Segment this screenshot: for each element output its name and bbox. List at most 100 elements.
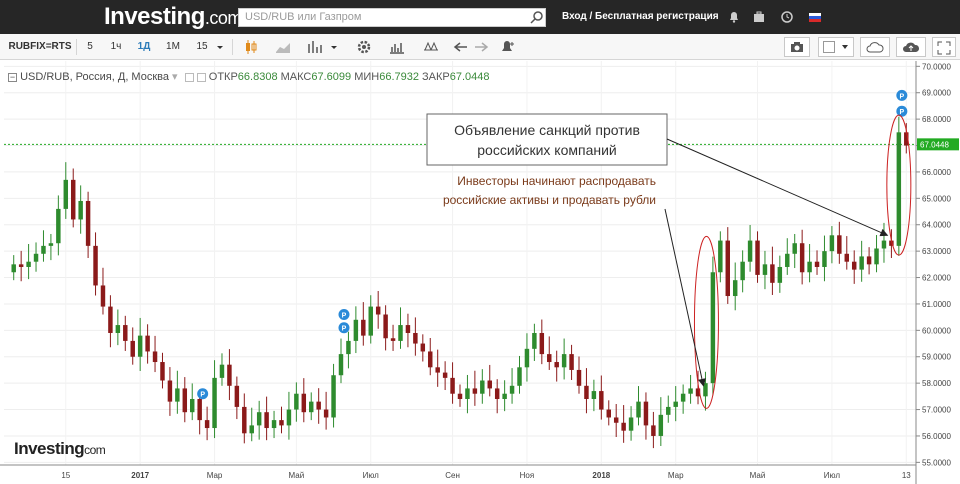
legend-dropdown-icon[interactable]: ▾	[172, 71, 178, 83]
screenshot-button[interactable]	[784, 37, 810, 57]
candle-body[interactable]	[249, 425, 254, 434]
interval-1h[interactable]: 1ч	[110, 41, 122, 52]
candle-body[interactable]	[584, 385, 589, 399]
gear-icon[interactable]	[355, 38, 373, 56]
collapse-legend-icon[interactable]: −	[8, 71, 17, 82]
candle-body[interactable]	[591, 391, 597, 399]
candle-body[interactable]	[279, 420, 284, 426]
candle-body[interactable]	[487, 380, 492, 389]
candle-body[interactable]	[569, 354, 574, 370]
cloud-load-button[interactable]	[860, 37, 890, 57]
candle-body[interactable]	[502, 393, 507, 399]
candle-body[interactable]	[628, 417, 634, 431]
candle-body[interactable]	[346, 340, 351, 355]
candle-body[interactable]	[770, 264, 775, 283]
fullscreen-button[interactable]	[932, 37, 956, 57]
candle-body[interactable]	[688, 388, 693, 394]
candle-body[interactable]	[509, 385, 515, 394]
candle-body[interactable]	[718, 240, 723, 273]
interval-15[interactable]: 15	[196, 41, 208, 52]
annotation-box[interactable]	[426, 113, 668, 166]
candle-body[interactable]	[242, 406, 247, 434]
compare-icon[interactable]	[422, 38, 440, 56]
candle-body[interactable]	[204, 420, 210, 429]
candle-body[interactable]	[651, 425, 656, 436]
candle-body[interactable]	[747, 240, 753, 262]
candle-body[interactable]	[837, 235, 842, 254]
candle-body[interactable]	[785, 253, 790, 267]
event-marker-icon[interactable]	[896, 89, 908, 101]
candle-body[interactable]	[175, 388, 180, 402]
candle-body[interactable]	[621, 422, 626, 431]
legend-settings-icon[interactable]	[184, 72, 194, 82]
candle-body[interactable]	[673, 401, 678, 407]
candle-body[interactable]	[695, 388, 701, 397]
candle-body[interactable]	[145, 335, 150, 352]
candle-body[interactable]	[904, 132, 909, 146]
candle-body[interactable]	[413, 332, 418, 344]
candle-body[interactable]	[554, 362, 559, 368]
bell-icon[interactable]	[727, 10, 741, 24]
candle-body[interactable]	[33, 253, 39, 262]
candle-body[interactable]	[889, 240, 894, 246]
candle-body[interactable]	[442, 372, 448, 378]
candle-body[interactable]	[115, 325, 121, 333]
legend-close-icon[interactable]	[196, 72, 206, 82]
candle-body[interactable]	[11, 264, 16, 273]
candle-body[interactable]	[26, 261, 31, 267]
candle-body[interactable]	[123, 325, 128, 341]
candle-body[interactable]	[480, 380, 485, 394]
candle-body[interactable]	[576, 369, 582, 386]
candle-body[interactable]	[643, 401, 649, 426]
candle-body[interactable]	[539, 332, 545, 355]
candle-body[interactable]	[799, 243, 805, 273]
candle-body[interactable]	[807, 261, 812, 273]
candle-body[interactable]	[405, 325, 411, 333]
candle-body[interactable]	[725, 240, 730, 297]
candle-body[interactable]	[532, 332, 537, 349]
candle-body[interactable]	[331, 375, 336, 418]
indicators-dropdown-icon[interactable]	[328, 38, 340, 56]
chart-area[interactable]: 55.0000 56.0000 57.0000 58.0000 59.0000 60.00…	[0, 61, 960, 484]
candle-body[interactable]	[234, 385, 240, 407]
candle-body[interactable]	[420, 343, 426, 352]
studies-icon[interactable]	[388, 38, 406, 56]
russia-flag-icon[interactable]	[808, 10, 822, 24]
candle-body[interactable]	[301, 393, 307, 413]
candle-body[interactable]	[137, 335, 143, 357]
event-marker-icon[interactable]	[197, 388, 209, 400]
candle-body[interactable]	[680, 393, 686, 402]
candle-body[interactable]	[547, 354, 552, 363]
indicators-icon[interactable]	[306, 38, 324, 56]
candle-body[interactable]	[48, 243, 54, 246]
login-register-link[interactable]: Вход / Бесплатная регистрация	[562, 11, 719, 22]
candle-body[interactable]	[70, 179, 76, 220]
candle-body[interactable]	[844, 253, 850, 262]
interval-1m[interactable]: 1М	[166, 41, 180, 52]
candle-body[interactable]	[666, 406, 671, 415]
interval-5[interactable]: 5	[87, 41, 93, 52]
candle-body[interactable]	[435, 367, 440, 373]
candle-body[interactable]	[814, 261, 820, 267]
candle-body[interactable]	[762, 264, 768, 275]
candle-body[interactable]	[264, 412, 269, 429]
candle-body[interactable]	[338, 354, 344, 376]
redo-icon[interactable]	[472, 38, 490, 56]
candle-body[interactable]	[167, 380, 173, 402]
candle-body[interactable]	[361, 319, 366, 336]
candle-body[interactable]	[472, 388, 478, 394]
candle-body[interactable]	[56, 208, 61, 244]
candle-body[interactable]	[428, 351, 433, 368]
candle-body[interactable]	[703, 383, 708, 397]
candle-body[interactable]	[896, 132, 902, 246]
candle-body[interactable]	[212, 377, 217, 429]
candle-body[interactable]	[219, 364, 225, 378]
candlestick-chart[interactable]: 55.0000 56.0000 57.0000 58.0000 59.0000 60.00…	[0, 61, 960, 484]
candle-body[interactable]	[792, 243, 797, 254]
candle-body[interactable]	[78, 200, 83, 220]
candle-body[interactable]	[85, 200, 91, 246]
candle-body[interactable]	[108, 306, 113, 333]
candle-body[interactable]	[613, 417, 619, 423]
candle-body[interactable]	[286, 409, 292, 426]
candle-body[interactable]	[732, 280, 738, 297]
